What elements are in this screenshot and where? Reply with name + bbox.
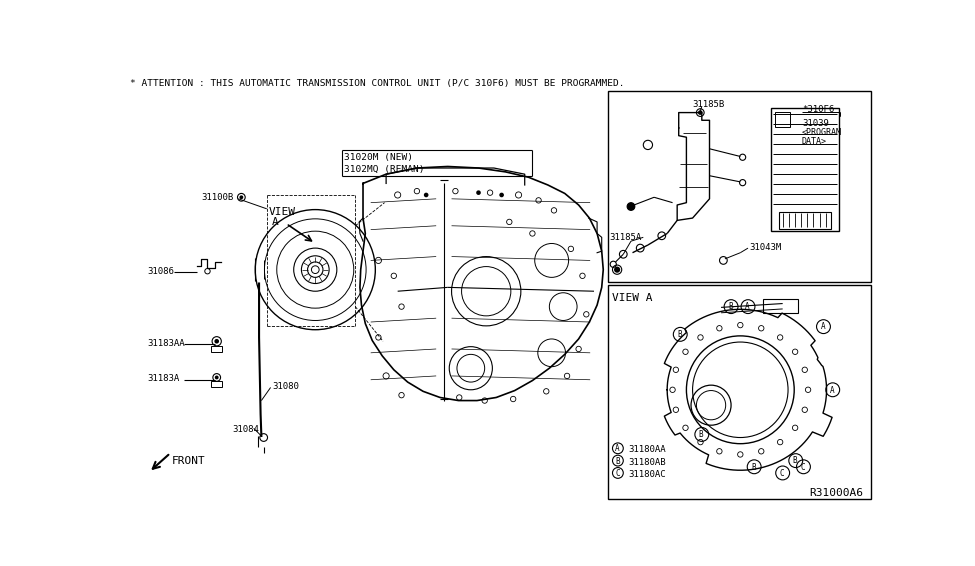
Bar — [779, 212, 831, 229]
Text: B: B — [793, 456, 798, 465]
Text: R31000A6: R31000A6 — [809, 488, 864, 498]
Text: VIEW: VIEW — [269, 207, 296, 217]
Text: 31183A: 31183A — [147, 374, 179, 383]
Text: B: B — [678, 330, 682, 339]
Text: B: B — [751, 462, 756, 471]
Text: 31086: 31086 — [147, 267, 175, 276]
Text: VIEW A: VIEW A — [612, 293, 653, 303]
Text: *310F6: *310F6 — [801, 105, 835, 114]
Bar — [607, 91, 872, 282]
Text: FRONT: FRONT — [172, 456, 206, 466]
Bar — [775, 112, 791, 127]
Circle shape — [499, 192, 504, 198]
Text: 31185B: 31185B — [692, 100, 724, 109]
Bar — [212, 346, 222, 352]
Text: C: C — [800, 462, 805, 471]
Circle shape — [698, 110, 703, 115]
Text: 31180AC: 31180AC — [628, 470, 666, 479]
Text: 31180AB: 31180AB — [628, 457, 666, 466]
Circle shape — [240, 195, 244, 199]
Text: 31039: 31039 — [801, 119, 829, 128]
Text: 31183AA: 31183AA — [147, 339, 185, 348]
Text: B: B — [728, 302, 732, 311]
Text: * ATTENTION : THIS AUTOMATIC TRANSMISSION CONTROL UNIT (P/C 310F6) MUST BE PROGR: * ATTENTION : THIS AUTOMATIC TRANSMISSIO… — [131, 79, 625, 88]
Text: <PROGRAM: <PROGRAM — [801, 128, 842, 137]
Text: 31020M (NEW): 31020M (NEW) — [344, 153, 412, 162]
Text: 31100B: 31100B — [201, 192, 234, 201]
Text: A: A — [272, 217, 279, 228]
Text: DATA>: DATA> — [801, 137, 827, 146]
Circle shape — [476, 190, 481, 195]
Text: 31180AA: 31180AA — [628, 445, 666, 454]
Text: A: A — [820, 323, 825, 332]
Circle shape — [627, 203, 635, 211]
Bar — [771, 108, 838, 231]
Bar — [212, 381, 222, 388]
Text: B: B — [615, 457, 620, 466]
Text: A: A — [745, 302, 750, 311]
Text: 31080: 31080 — [272, 382, 299, 391]
Text: C: C — [780, 469, 784, 478]
Text: B: B — [699, 430, 703, 439]
Circle shape — [424, 192, 428, 198]
Text: 31043M: 31043M — [750, 243, 782, 252]
Text: A: A — [830, 385, 835, 395]
Text: 31084: 31084 — [232, 425, 259, 434]
Text: 31185A: 31185A — [609, 233, 642, 242]
Circle shape — [214, 375, 218, 379]
Circle shape — [614, 267, 620, 273]
Text: C: C — [615, 469, 620, 478]
Text: A: A — [615, 444, 620, 453]
Circle shape — [214, 339, 219, 344]
Text: 3102MQ (REMAN): 3102MQ (REMAN) — [344, 165, 424, 174]
Bar — [763, 299, 799, 313]
Bar — [607, 285, 872, 499]
